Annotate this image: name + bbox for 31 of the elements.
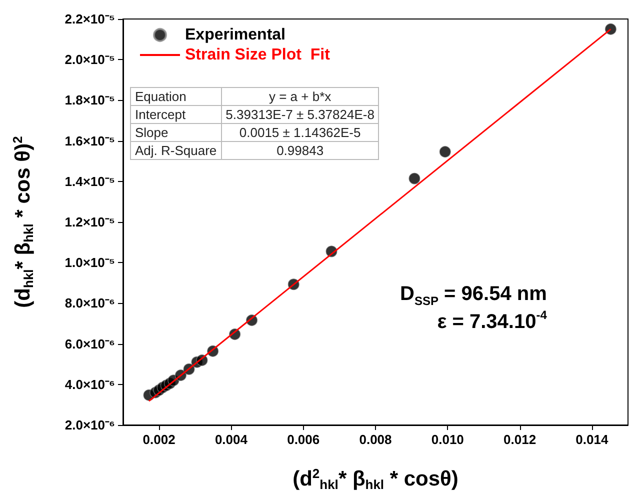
- x-tick-label: 0.006: [287, 432, 320, 447]
- x-tick-label: 0.002: [142, 432, 176, 447]
- x-tick-label: 0.010: [431, 432, 464, 447]
- annotation: 0.0015 ± 1.14362E-5: [221, 124, 379, 142]
- y-tick-label: 2.0×10⁻⁵: [64, 52, 115, 68]
- y-axis-title: (dhkl* βhkl * cos θ)2: [10, 136, 36, 308]
- x-tick-label: 0.004: [214, 432, 248, 447]
- annotation: 0.99843: [221, 142, 379, 160]
- annotation: y = a + b*x: [221, 88, 379, 106]
- x-tick-label: 0.014: [576, 432, 609, 447]
- y-tick-label: 1.4×10⁻⁵: [64, 174, 115, 189]
- legend-label: Experimental: [185, 26, 286, 44]
- annotation: 5.39313E-7 ± 5.37824E-8: [221, 106, 379, 124]
- legend-label: Strain Size Plot Fit: [185, 46, 331, 64]
- y-tick-label: 4.0×10⁻⁶: [64, 376, 116, 392]
- annotation: Intercept: [130, 106, 222, 124]
- annotation: ε = 7.34.10$^{-4}$: [436, 308, 547, 335]
- y-tick-label: 6.0×10⁻⁶: [64, 336, 116, 352]
- x-tick-label: 0.012: [504, 432, 536, 447]
- y-tick-label: 2.0×10⁻⁶: [64, 418, 116, 432]
- y-tick-label: 1.8×10⁻⁵: [64, 92, 115, 108]
- annotation: Slope: [130, 124, 222, 142]
- annotation: Adj. R-Square: [130, 142, 222, 160]
- y-tick-label: 1.2×10⁻⁵: [64, 214, 115, 230]
- y-tick-label: 8.0×10⁻⁶: [64, 296, 116, 311]
- y-tick-label: 1.6×10⁻⁵: [64, 133, 115, 148]
- annotation: Equation: [130, 88, 222, 106]
- x-tick-label: 0.008: [359, 432, 392, 447]
- y-tick-label: 2.2×10⁻⁵: [64, 12, 115, 26]
- y-tick-label: 1.0×10⁻⁵: [64, 255, 115, 270]
- annotation: D$_{SSP}$ = 96.54 nm: [400, 282, 547, 308]
